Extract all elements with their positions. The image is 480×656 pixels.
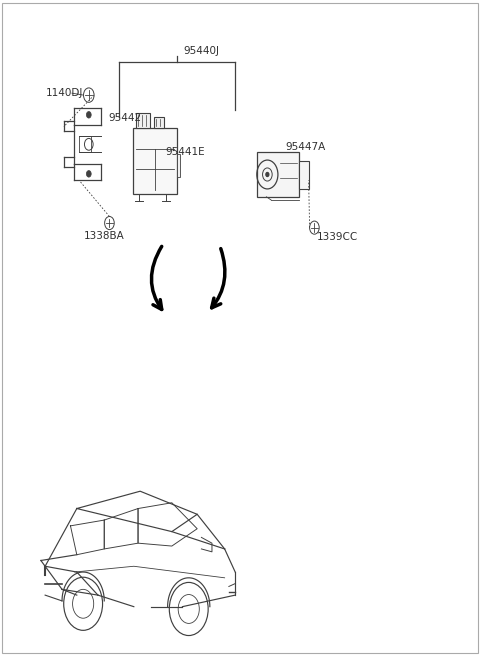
Bar: [133, 128, 177, 194]
Text: 1140DJ: 1140DJ: [46, 88, 83, 98]
Circle shape: [266, 173, 269, 176]
Bar: [177, 154, 180, 177]
Circle shape: [86, 112, 91, 118]
Bar: [136, 113, 150, 128]
Text: 95441E: 95441E: [166, 148, 205, 157]
Circle shape: [86, 171, 91, 177]
Text: 95447A: 95447A: [286, 142, 326, 152]
Bar: [299, 161, 309, 189]
Text: 1339CC: 1339CC: [317, 232, 358, 241]
Bar: [154, 117, 164, 128]
Bar: [257, 152, 299, 197]
Bar: [79, 136, 91, 152]
Text: 95440J: 95440J: [183, 46, 219, 56]
Text: 1338BA: 1338BA: [84, 231, 125, 241]
Text: 95442: 95442: [108, 113, 141, 123]
